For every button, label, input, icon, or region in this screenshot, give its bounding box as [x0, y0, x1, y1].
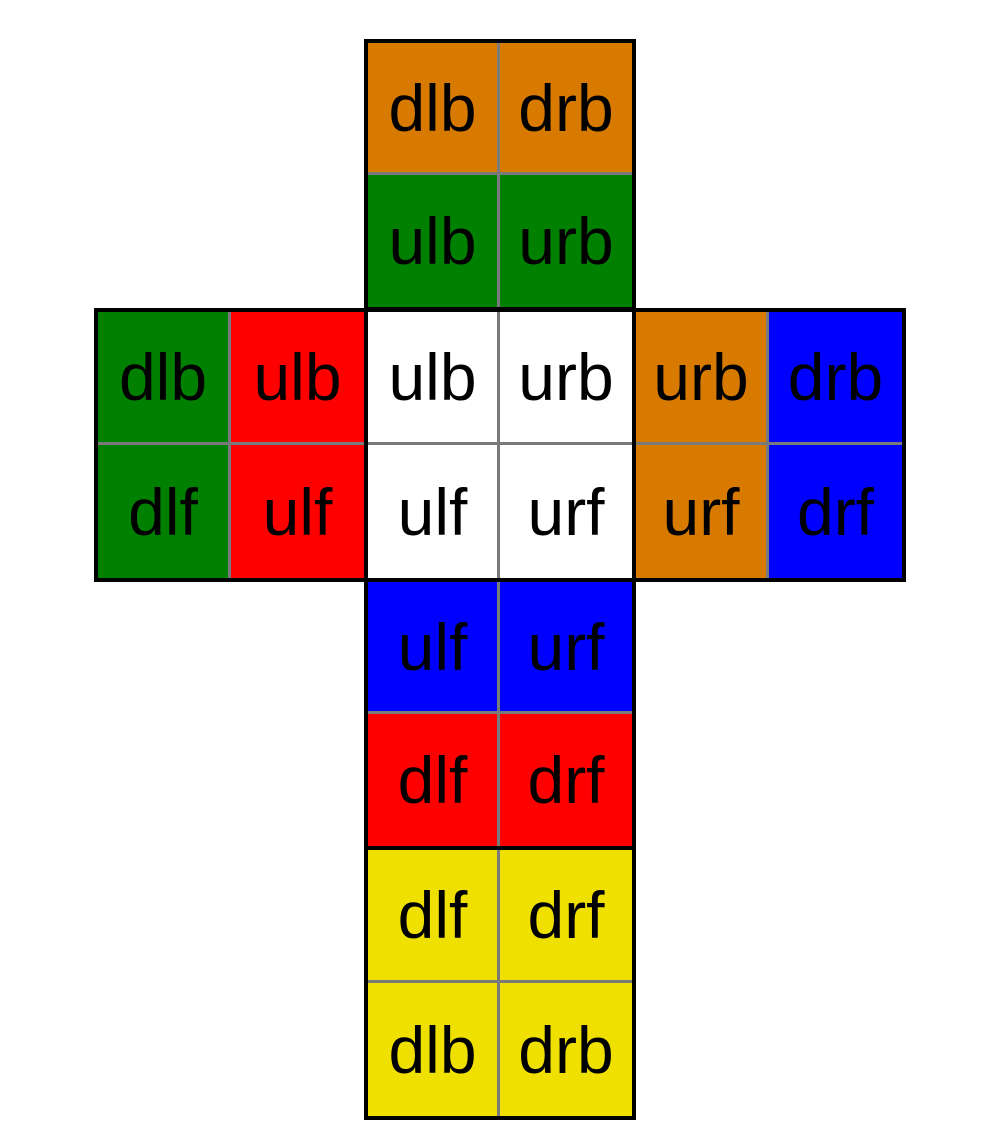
sticker-dlf: dlf [98, 445, 231, 578]
sticker-drf: drf [500, 850, 632, 983]
sticker-dlb: dlb [368, 43, 500, 175]
sticker-urb: urb [500, 312, 632, 445]
face-right: urb drb urf drf [632, 308, 906, 582]
sticker-urf: urf [500, 582, 632, 714]
sticker-drb: drb [769, 312, 902, 445]
sticker-drf: drf [500, 714, 632, 846]
sticker-dlb: dlb [368, 983, 500, 1116]
sticker-drf: drf [769, 445, 902, 578]
sticker-urb: urb [636, 312, 769, 445]
face-front: ulf urf dlf drf [364, 578, 636, 850]
sticker-dlf: dlf [368, 850, 500, 983]
sticker-dlf: dlf [368, 714, 500, 846]
sticker-drb: drb [500, 43, 632, 175]
sticker-ulf: ulf [368, 445, 500, 578]
sticker-ulf: ulf [368, 582, 500, 714]
face-left: dlb ulb dlf ulf [94, 308, 368, 582]
sticker-dlb: dlb [98, 312, 231, 445]
sticker-urf: urf [636, 445, 769, 578]
sticker-ulf: ulf [231, 445, 364, 578]
sticker-urf: urf [500, 445, 632, 578]
face-up: ulb urb ulf urf [364, 308, 636, 582]
face-down: dlf drf dlb drb [364, 846, 636, 1120]
sticker-ulb: ulb [368, 175, 500, 307]
sticker-drb: drb [500, 983, 632, 1116]
sticker-ulb: ulb [368, 312, 500, 445]
sticker-ulb: ulb [231, 312, 364, 445]
face-back-top: dlb drb ulb urb [364, 39, 636, 311]
sticker-urb: urb [500, 175, 632, 307]
